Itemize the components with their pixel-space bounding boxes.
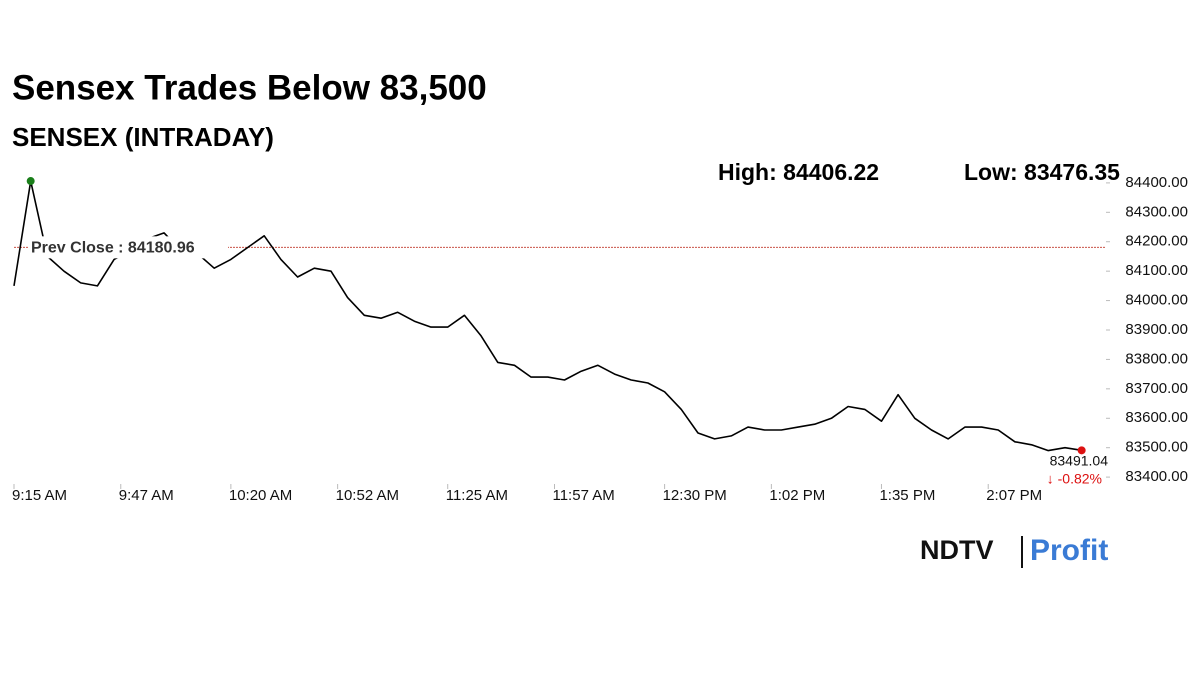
x-tick-label: 10:52 AM [336,487,399,504]
y-tick-label: 83400.00 [1125,468,1188,485]
y-tick-label: 83600.00 [1125,409,1188,426]
x-tick-label: 9:47 AM [119,487,174,504]
y-tick-label: 83900.00 [1125,321,1188,338]
x-tick-label: 11:57 AM [552,487,614,504]
y-tick-label: 84400.00 [1125,174,1188,191]
last-marker [1077,446,1086,455]
last-label: 83491.04 [1050,453,1109,469]
price-line [13,180,1082,452]
x-tick-label: 2:07 PM [986,487,1042,504]
y-tick-label: 84300.00 [1125,203,1188,220]
prev-close-label: Prev Close : 84180.96 [31,240,195,257]
prev-close-label-bg [28,236,228,259]
x-tick-label: 1:02 PM [769,487,825,504]
x-tick-label: 10:20 AM [229,487,292,504]
y-tick-label: 84100.00 [1125,262,1188,279]
high-label: High: 84406.22 [718,159,879,185]
chart-subtitle: SENSEX (INTRADAY) [12,122,274,152]
brand: NDTV Profit [920,534,1108,568]
y-tick-label: 83800.00 [1125,350,1188,367]
y-tick-label: 84200.00 [1125,233,1188,250]
brand-name: NDTV [920,535,994,565]
x-tick-label: 11:25 AM [446,487,508,504]
low-label: Low: 83476.35 [964,159,1120,185]
chart-title: Sensex Trades Below 83,500 [12,68,487,107]
x-tick-label: 1:35 PM [879,487,935,504]
high-marker [26,177,35,186]
x-tick-label: 9:15 AM [12,487,67,504]
y-tick-label: 83700.00 [1125,380,1188,397]
brand-product: Profit [1030,534,1108,567]
x-tick-label: 12:30 PM [663,487,727,504]
y-tick-label: 83500.00 [1125,439,1188,456]
change-label: ↓ -0.82% [1047,471,1102,487]
y-tick-label: 84000.00 [1125,292,1188,309]
